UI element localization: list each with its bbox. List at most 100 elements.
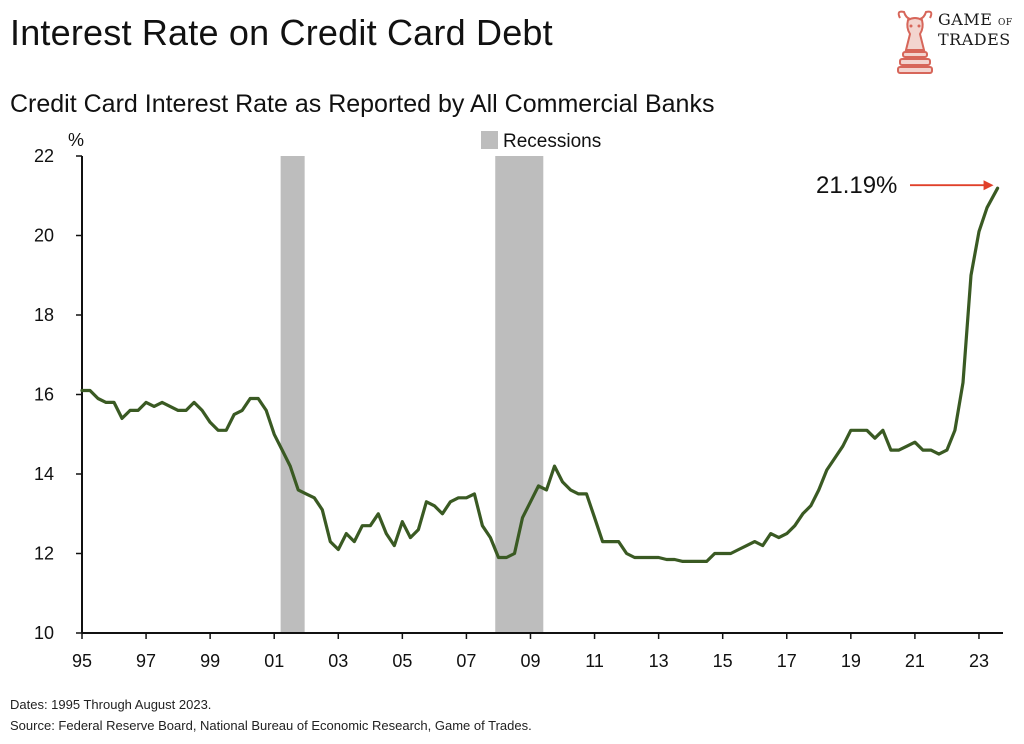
y-tick-label: 14 [34, 464, 54, 484]
data-point [729, 552, 732, 555]
data-point [345, 532, 348, 535]
logo-line-trades: TRADES [938, 30, 1011, 49]
data-point [657, 556, 660, 559]
x-tick-label: 19 [841, 651, 861, 671]
data-point [561, 480, 564, 484]
y-tick-label: 18 [34, 305, 54, 325]
data-point [649, 556, 652, 559]
legend-label-recessions: Recessions [503, 131, 601, 152]
data-point [192, 401, 196, 404]
data-point [681, 560, 684, 563]
data-point [889, 448, 893, 452]
data-point [713, 552, 716, 555]
x-tick-label: 11 [585, 651, 604, 671]
y-tick-label: 10 [34, 623, 54, 643]
data-point [689, 560, 692, 563]
x-tick-label: 23 [969, 651, 989, 671]
source-note: Source: Federal Reserve Board, National … [10, 718, 532, 733]
data-point [777, 536, 780, 539]
data-point [248, 397, 252, 400]
data-point [745, 544, 748, 547]
data-point [128, 409, 132, 412]
x-tick-label: 97 [136, 651, 156, 671]
data-point [785, 532, 788, 535]
data-point [937, 452, 941, 456]
data-point [120, 417, 124, 420]
data-point [465, 496, 468, 500]
data-point [297, 488, 300, 492]
data-point [737, 548, 740, 551]
recession-band-1 [280, 156, 305, 633]
data-point [569, 488, 572, 492]
data-point [673, 558, 676, 561]
data-point [401, 520, 404, 523]
chart-footer: Dates: 1995 Through August 2023. Source:… [10, 694, 532, 736]
data-point [585, 492, 588, 496]
data-point [753, 540, 756, 543]
data-point [705, 560, 708, 563]
data-point [449, 500, 452, 504]
data-point [833, 456, 837, 460]
data-point [281, 448, 284, 452]
data-point [481, 524, 484, 527]
data-point [313, 496, 316, 500]
chart-subtitle: Credit Card Interest Rate as Reported by… [10, 90, 715, 118]
annotation-arrow-head [983, 180, 994, 191]
data-point [489, 536, 492, 539]
data-point [80, 389, 84, 392]
x-tick-label: 21 [905, 651, 925, 671]
data-point [144, 401, 148, 404]
data-point [825, 468, 829, 472]
data-point [377, 512, 380, 515]
data-point [769, 532, 772, 535]
data-point [609, 540, 612, 543]
data-point [152, 405, 156, 408]
data-point [305, 492, 308, 496]
x-tick-label: 07 [456, 651, 476, 671]
legend-swatch-recessions [481, 131, 498, 149]
data-point [321, 508, 324, 511]
data-point [977, 230, 981, 233]
data-point [945, 448, 949, 452]
data-point [337, 548, 340, 551]
data-point [873, 437, 877, 440]
y-tick-label: 20 [34, 226, 54, 246]
data-point [289, 464, 292, 468]
data-point [216, 429, 220, 432]
data-point [985, 206, 989, 209]
recession-band-2 [495, 156, 544, 633]
dates-note: Dates: 1995 Through August 2023. [10, 697, 212, 712]
data-point [385, 532, 388, 535]
data-point [809, 504, 812, 507]
data-point [817, 488, 820, 492]
data-point [601, 540, 604, 543]
data-point [961, 381, 965, 384]
x-tick-label: 99 [200, 651, 220, 671]
data-point [256, 397, 260, 400]
data-point [521, 516, 524, 519]
data-point [953, 429, 957, 432]
data-point [761, 544, 764, 547]
data-point [721, 552, 724, 555]
data-point [473, 492, 476, 496]
data-point [184, 409, 188, 412]
data-point [553, 464, 556, 468]
data-point [545, 488, 548, 492]
data-point [265, 409, 268, 412]
data-point [865, 429, 869, 432]
bull-chess-icon [897, 10, 933, 74]
y-axis-unit-label: % [68, 130, 84, 150]
data-point [617, 540, 620, 543]
data-point [921, 448, 925, 452]
data-point [232, 413, 236, 416]
data-point [104, 401, 108, 404]
data-point [361, 524, 364, 527]
data-point [849, 429, 853, 432]
data-point [593, 516, 596, 519]
data-point [329, 540, 332, 543]
data-point [353, 540, 356, 543]
data-point [625, 552, 628, 555]
x-tick-label: 13 [649, 651, 669, 671]
data-point [996, 186, 999, 190]
